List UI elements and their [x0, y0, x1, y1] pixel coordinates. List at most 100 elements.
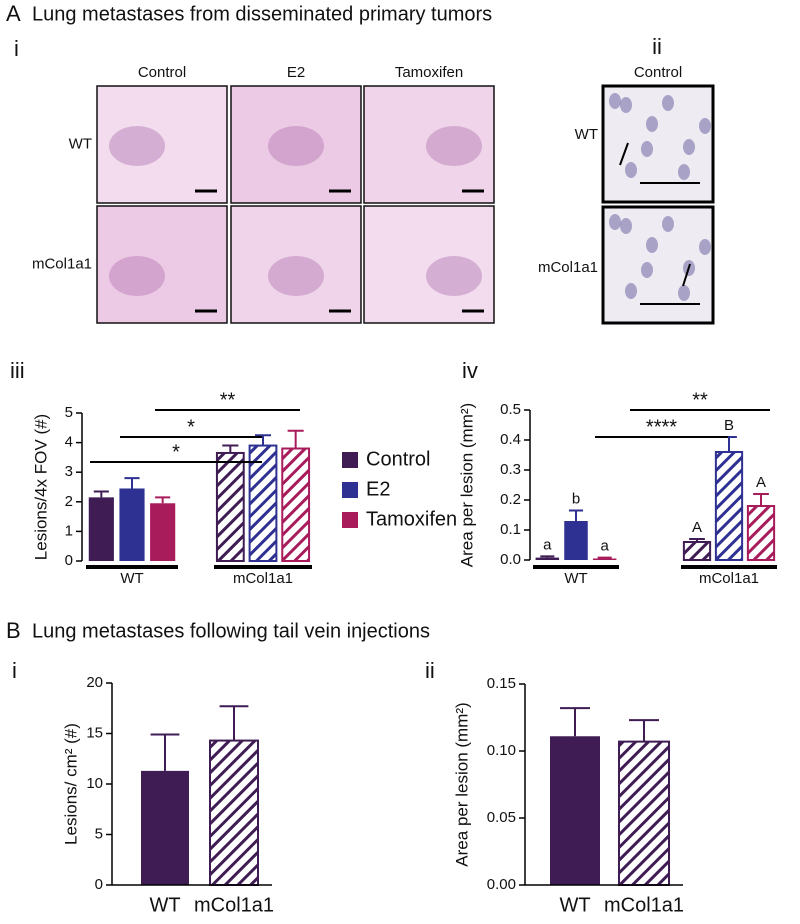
error-bar: [124, 477, 140, 489]
panel-label: B: [6, 618, 21, 643]
group-letter: A: [692, 519, 702, 536]
bar: [564, 521, 588, 560]
y-tick-label: 0: [95, 876, 103, 893]
bar: [150, 503, 176, 561]
error-bar: [219, 705, 249, 741]
error-bar: [560, 707, 590, 737]
bar: [618, 740, 670, 886]
bar: [592, 558, 617, 560]
legend-label: Control: [366, 448, 430, 470]
error-bar: [222, 444, 239, 453]
nucleus: [620, 97, 632, 113]
arrow: [682, 263, 691, 287]
bar: [714, 451, 744, 561]
y-tick-label: 0.1: [500, 521, 521, 538]
nucleus: [662, 216, 674, 232]
bar: [281, 447, 311, 562]
y-tick-label: 5: [65, 404, 73, 421]
column-label: Tamoxifen: [395, 64, 463, 81]
error-bar: [721, 436, 737, 452]
x-tick-label: WT: [559, 894, 590, 916]
x-tick-label: WT: [564, 570, 587, 587]
x-tick-label: mCol1a1: [233, 570, 293, 587]
nucleus: [662, 95, 674, 111]
bar: [209, 739, 259, 886]
panel-label: iii: [10, 358, 25, 383]
panel-label: ii: [425, 658, 435, 683]
y-tick-label: 20: [86, 674, 103, 691]
error-bar: [150, 733, 180, 771]
bar: [746, 505, 776, 561]
y-axis-label: Area per lesion (mm²): [452, 702, 471, 866]
panel-label: A: [6, 1, 21, 26]
nucleus: [683, 139, 695, 155]
bar: [215, 451, 245, 562]
tissue-region: [426, 126, 482, 166]
nucleus: [646, 116, 658, 132]
bar: [682, 541, 712, 561]
x-tick-label: WT: [149, 894, 180, 916]
error-bar: [540, 555, 555, 558]
y-axis-label: Lesions/ cm² (#): [61, 723, 80, 845]
error-bar: [629, 719, 659, 742]
tissue-region: [268, 256, 324, 296]
significance-label: *: [172, 441, 180, 463]
y-tick-label: 2: [65, 493, 73, 510]
nucleus: [625, 283, 637, 299]
error-bar: [287, 429, 304, 449]
significance-label: *: [187, 416, 195, 438]
x-tick-label: mCol1a1: [194, 894, 274, 916]
y-tick-label: 10: [86, 775, 103, 792]
y-tick-label: 0.2: [500, 491, 521, 508]
row-label: WT: [69, 135, 92, 152]
panel-label: i: [12, 658, 17, 683]
y-tick-label: 0.5: [500, 401, 521, 418]
y-tick-label: 3: [65, 463, 73, 480]
error-bar: [155, 496, 171, 504]
tissue-region: [268, 126, 324, 166]
y-tick-label: 0.15: [487, 675, 516, 692]
y-axis-label: Lesions/4x FOV (#): [31, 414, 50, 560]
y-tick-label: 0.10: [487, 742, 516, 759]
nucleus: [641, 141, 653, 157]
legend-swatch: [342, 482, 358, 498]
x-tick-label: mCol1a1: [699, 570, 759, 587]
legend-label: E2: [366, 478, 390, 500]
y-tick-label: 15: [86, 724, 103, 741]
legend-swatch: [342, 512, 358, 528]
group-letter: B: [724, 417, 734, 434]
row-label: WT: [575, 126, 598, 143]
error-bar: [597, 556, 612, 559]
error-bar: [568, 509, 584, 521]
y-tick-label: 0: [65, 552, 73, 569]
y-tick-label: 0.3: [500, 461, 521, 478]
bar: [141, 770, 189, 885]
x-tick-label: WT: [120, 570, 143, 587]
legend-swatch: [342, 452, 358, 468]
nucleus: [620, 218, 632, 234]
arrow: [619, 142, 629, 166]
group-letter: b: [572, 490, 580, 507]
nucleus: [641, 262, 653, 278]
significance-label: **: [220, 389, 236, 411]
error-bar: [753, 493, 769, 506]
y-tick-label: 4: [65, 434, 73, 451]
y-axis-label: Area per lesion (mm²): [457, 403, 476, 567]
bar: [119, 488, 145, 561]
group-letter: A: [756, 474, 766, 491]
nucleus: [678, 164, 690, 180]
y-tick-label: 1: [65, 522, 73, 539]
y-tick-label: 0.00: [487, 876, 516, 893]
y-tick-label: 0.05: [487, 809, 516, 826]
nucleus: [609, 214, 621, 230]
group-letter: a: [600, 538, 609, 555]
column-label: E2: [287, 64, 305, 81]
panel-label: ii: [652, 34, 662, 59]
y-tick-label: 0.4: [500, 431, 521, 448]
nucleus: [646, 237, 658, 253]
y-tick-label: 0.0: [500, 551, 521, 568]
error-bar: [93, 490, 109, 498]
bar: [88, 497, 114, 561]
nucleus: [625, 162, 637, 178]
